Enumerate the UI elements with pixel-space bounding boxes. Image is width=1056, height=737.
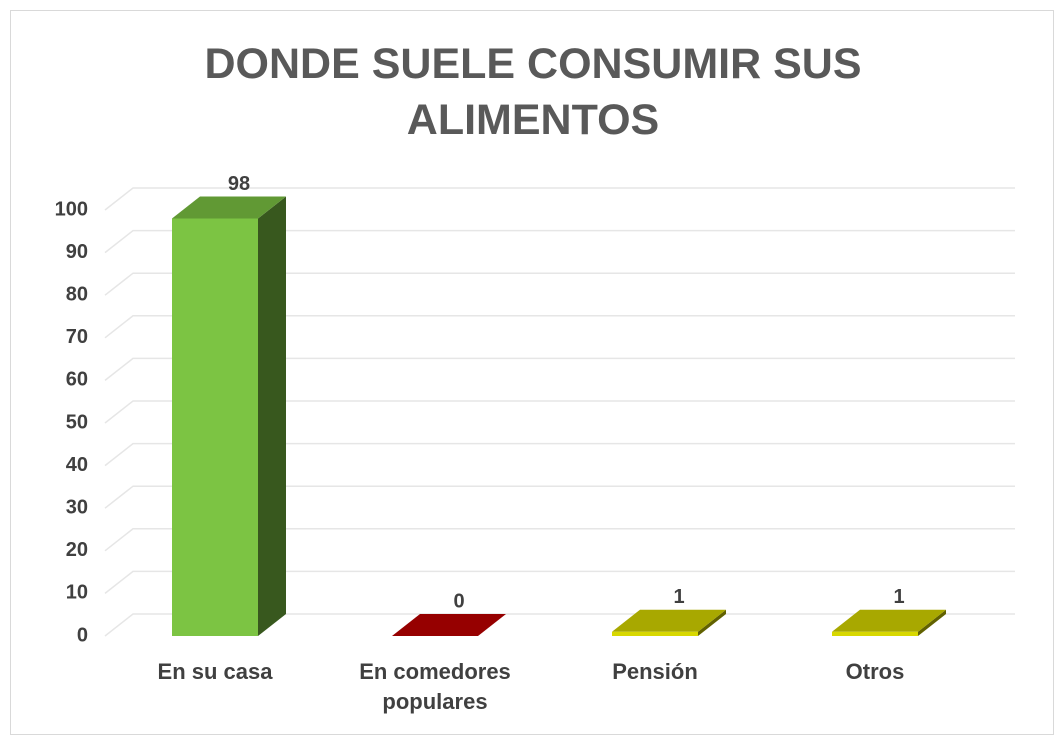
x-tick-label: Otros xyxy=(845,659,905,684)
value-label: 0 xyxy=(453,590,464,612)
bar-top xyxy=(832,609,946,632)
bar-top xyxy=(612,609,726,632)
y-tick-label: 10 xyxy=(66,582,88,604)
x-tick-label: Pensión xyxy=(612,659,698,684)
bar-front xyxy=(172,218,258,636)
grid-line xyxy=(104,570,1015,594)
bar-front xyxy=(612,631,698,636)
grid-line xyxy=(104,272,1015,296)
grid-line xyxy=(104,400,1015,424)
y-tick-label: 0 xyxy=(77,624,88,646)
y-tick-label: 40 xyxy=(66,454,88,476)
bar-front xyxy=(832,631,918,636)
bar-top xyxy=(172,196,286,219)
chart-frame xyxy=(10,10,1054,735)
y-tick-label: 70 xyxy=(66,326,88,348)
grid-line xyxy=(104,357,1015,381)
x-tick-label: En comedores populares xyxy=(359,659,511,714)
y-tick-label: 30 xyxy=(66,496,88,518)
bar xyxy=(172,196,286,636)
y-tick-label: 20 xyxy=(66,539,88,561)
value-label: 1 xyxy=(893,586,904,608)
grid-line xyxy=(104,485,1015,509)
y-tick-label: 100 xyxy=(55,198,88,220)
bar xyxy=(612,609,726,636)
value-label: 1 xyxy=(673,586,684,608)
y-tick-label: 90 xyxy=(66,241,88,263)
grid-line xyxy=(104,442,1015,467)
bar xyxy=(392,614,506,636)
grid-line xyxy=(104,315,1015,339)
bar xyxy=(832,609,946,636)
bar-side xyxy=(258,196,286,636)
value-label: 98 xyxy=(228,173,250,195)
grid-line xyxy=(104,187,1015,211)
bar-top xyxy=(392,614,506,636)
y-tick-label: 80 xyxy=(66,283,88,305)
x-tick-label: En su casa xyxy=(157,659,273,684)
y-tick-label: 60 xyxy=(66,369,88,391)
grid-line xyxy=(104,528,1015,552)
bar-side xyxy=(698,609,726,636)
chart-title: DONDE SUELE CONSUMIR SUS ALIMENTOS xyxy=(204,40,862,144)
y-tick-label: 50 xyxy=(66,411,88,433)
grid-line xyxy=(104,229,1015,254)
bar-side xyxy=(918,609,946,636)
